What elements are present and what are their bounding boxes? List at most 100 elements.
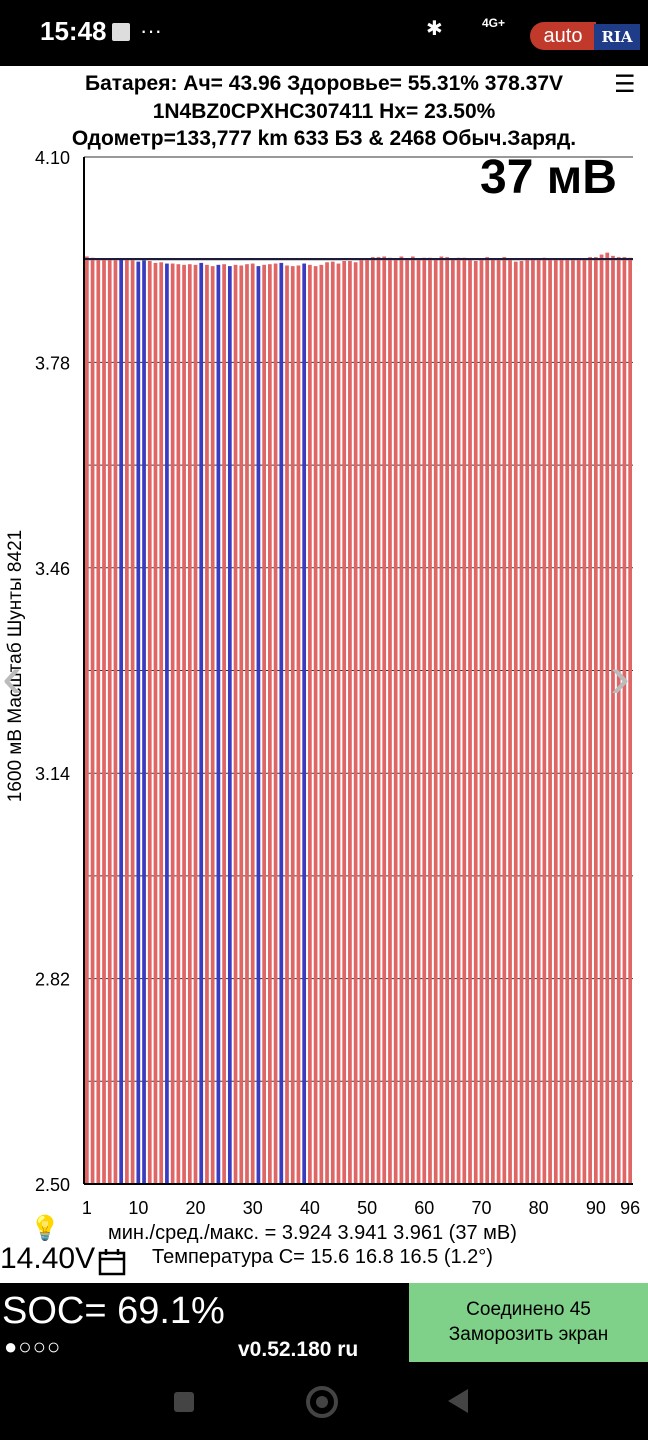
cell-bar	[365, 258, 369, 1184]
cell-bar	[142, 260, 146, 1184]
aux-voltage: 14.40V	[0, 1242, 96, 1275]
cell-bar	[393, 259, 398, 1185]
status-notifications: ···	[112, 18, 162, 44]
back-button[interactable]	[448, 1389, 468, 1413]
cell-bar	[96, 259, 101, 1185]
cell-bar	[565, 259, 570, 1185]
cell-bar	[359, 258, 364, 1184]
cell-bar	[370, 257, 375, 1184]
cell-bar	[302, 263, 307, 1184]
y-tick-label: 3.46	[35, 559, 70, 579]
cell-bar	[462, 257, 467, 1184]
cell-bar	[553, 259, 558, 1184]
cell-bar	[290, 266, 295, 1184]
status-time: 15:48	[40, 16, 107, 46]
cell-bar	[519, 260, 524, 1184]
cell-bar	[250, 263, 255, 1184]
cell-bar	[325, 262, 329, 1185]
cell-bar	[559, 258, 564, 1184]
cell-bar	[176, 264, 181, 1184]
connection-status: Соединено 45	[466, 1299, 591, 1320]
app-version: v0.52.180 ru	[238, 1338, 359, 1361]
cell-bar	[170, 263, 175, 1184]
cell-bar	[582, 259, 587, 1185]
cell-bar	[531, 258, 535, 1184]
cell-bar	[319, 264, 324, 1185]
cell-bar	[279, 262, 284, 1184]
cell-bar	[599, 254, 604, 1184]
cell-bar	[296, 265, 301, 1184]
cell-bar	[410, 256, 415, 1185]
cell-bar	[308, 264, 312, 1185]
cell-bar	[502, 257, 507, 1184]
x-tick-label: 20	[186, 1198, 206, 1218]
chart-axes	[83, 157, 633, 1185]
cell-bar	[468, 259, 472, 1184]
connection-freeze-button[interactable]: Соединено 45 Заморозить экран	[409, 1283, 648, 1362]
cell-bar	[433, 258, 438, 1184]
cell-bar	[399, 256, 404, 1185]
prev-page-arrow[interactable]: ‹	[2, 643, 22, 710]
calendar-icon[interactable]	[98, 1248, 126, 1276]
x-tick-label: 80	[529, 1198, 549, 1218]
cell-bar	[451, 259, 455, 1185]
cell-bar	[136, 261, 141, 1184]
cell-bar	[222, 264, 226, 1184]
y-tick-label: 2.50	[35, 1175, 70, 1195]
menu-icon[interactable]: ☰	[614, 71, 636, 98]
cell-bar	[416, 258, 421, 1184]
cell-bar	[571, 260, 575, 1184]
recent-apps-button[interactable]	[174, 1392, 194, 1412]
cell-bar	[611, 255, 615, 1184]
cell-bar	[628, 257, 632, 1184]
cell-bar	[187, 264, 192, 1184]
temperature-text: Температура С= 15.6 16.8 16.5 (1.2°)	[152, 1246, 493, 1268]
cell-bar	[576, 258, 581, 1184]
cell-bar	[525, 259, 530, 1184]
lightbulb-icon[interactable]: 💡	[30, 1215, 60, 1242]
cell-bar	[330, 261, 335, 1184]
odometer-info: Одометр=133,777 km 633 БЗ & 2468 Обыч.За…	[71, 127, 577, 150]
network-type: 4G+	[482, 16, 506, 30]
cell-bar	[182, 264, 186, 1185]
cell-bar	[193, 264, 198, 1185]
cell-bar	[85, 256, 89, 1185]
cell-bar	[239, 265, 244, 1184]
cell-bar	[605, 252, 610, 1184]
cell-bar	[119, 259, 124, 1185]
cell-bar	[90, 257, 95, 1184]
cell-bar	[342, 260, 347, 1184]
freeze-screen-label: Заморозить экран	[448, 1324, 609, 1345]
status-bar: 15:48 ··· ✱ 4G+ auto RIA	[0, 0, 648, 66]
x-tick-label: 50	[357, 1198, 377, 1218]
x-tick-label: 30	[243, 1198, 263, 1218]
cell-bar	[262, 264, 266, 1185]
cell-voltage-chart[interactable]: 4.10 3.78 3.46 3.14 2.82 2.50 1 10 20 30 40 50 60 70…	[0, 145, 648, 1220]
cell-bar	[622, 257, 627, 1184]
watermark-auto: auto	[530, 22, 596, 50]
voltage-spread-label: 37 мВ	[480, 151, 617, 204]
cell-bar	[485, 257, 490, 1184]
cell-bar	[542, 257, 547, 1184]
x-tick-label: 10	[128, 1198, 148, 1218]
notification-icon	[112, 23, 130, 42]
cell-bar	[102, 258, 106, 1184]
cell-bar	[445, 257, 449, 1184]
cell-bar	[593, 257, 598, 1184]
cell-bar	[496, 259, 501, 1184]
y-tick-label: 4.10	[35, 148, 70, 168]
cell-bar	[130, 260, 135, 1184]
cell-bar	[199, 262, 204, 1184]
home-button[interactable]	[306, 1386, 338, 1418]
page-indicator[interactable]: ●○○○	[4, 1334, 62, 1359]
cell-bar	[536, 259, 541, 1185]
cell-bar	[588, 257, 592, 1184]
x-tick-label: 90	[586, 1198, 606, 1218]
cell-bar	[233, 264, 238, 1185]
cell-bar	[491, 258, 495, 1184]
battery-summary: Батарея: Ач= 43.96 Здоровье= 55.31% 378.…	[84, 72, 564, 95]
next-page-arrow[interactable]: ›	[610, 643, 630, 710]
cell-bar	[513, 261, 518, 1184]
x-tick-label: 70	[471, 1198, 491, 1218]
cell-bar	[388, 257, 392, 1184]
